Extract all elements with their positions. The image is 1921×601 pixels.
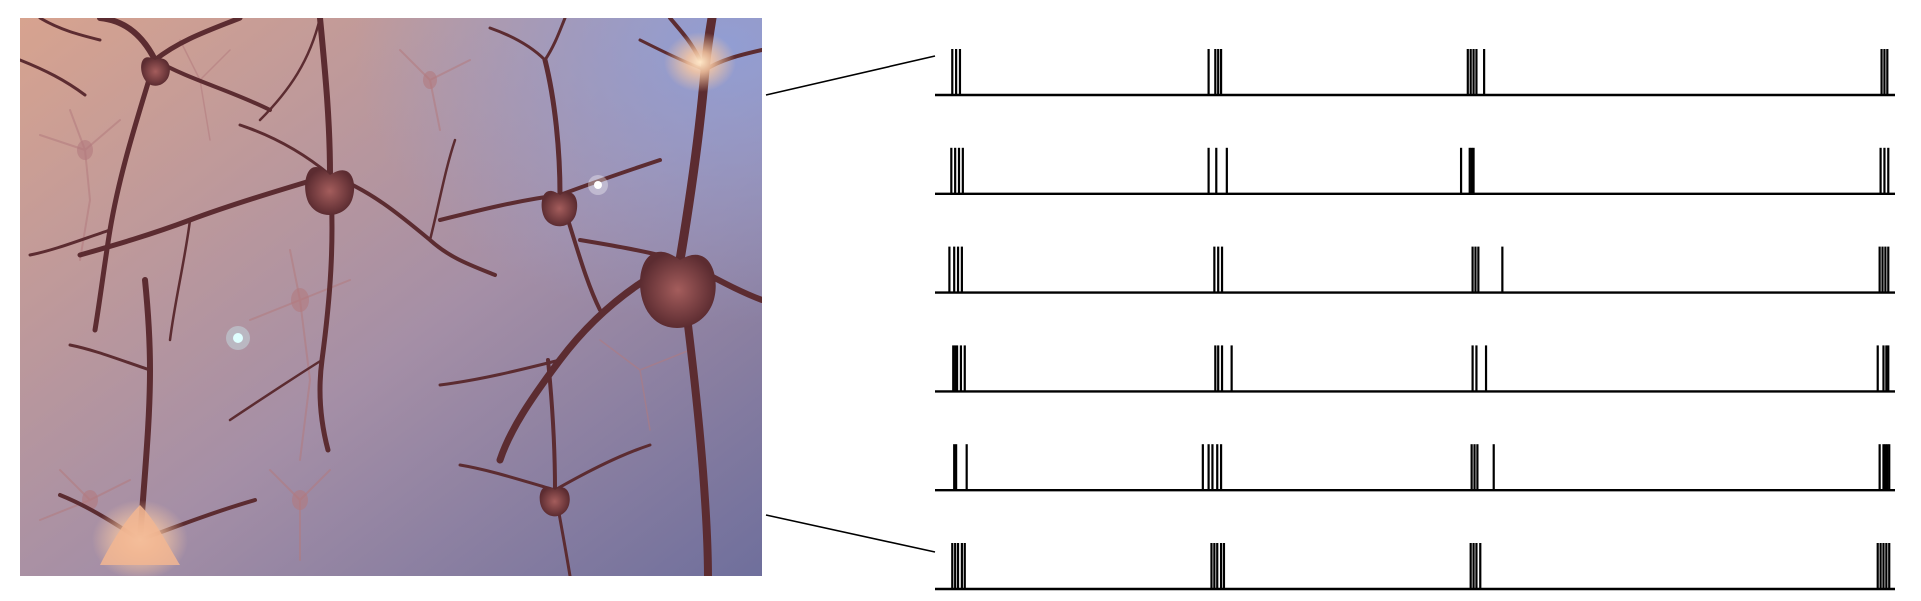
soma-bottom-center — [539, 486, 570, 517]
soma-right — [541, 190, 578, 227]
glow-soma-bottom-left — [100, 505, 180, 565]
background-somas — [77, 71, 437, 510]
soma-top-left — [141, 57, 170, 86]
neuron-image-panel — [20, 18, 762, 576]
spike-train-row — [935, 345, 1895, 393]
spike-train-row — [935, 246, 1895, 294]
glowing-neurons — [92, 32, 736, 576]
glow-top-right — [664, 32, 736, 92]
spark-center-halo — [588, 175, 608, 195]
spike-train-row — [935, 543, 1895, 591]
spike-train-row — [935, 147, 1895, 196]
spark-left-halo — [226, 326, 250, 350]
spike-train-row — [935, 444, 1895, 492]
spark-left — [233, 333, 243, 343]
callout-connectors — [765, 55, 936, 553]
spark-center — [594, 181, 602, 189]
neuron-cell-bodies — [141, 57, 716, 517]
connector-bottom — [765, 514, 936, 553]
spike-raster — [935, 49, 1895, 591]
soma-center — [305, 166, 355, 216]
soma-large-right — [640, 251, 716, 328]
spike-train-row — [935, 49, 1895, 97]
connector-top — [765, 55, 936, 96]
